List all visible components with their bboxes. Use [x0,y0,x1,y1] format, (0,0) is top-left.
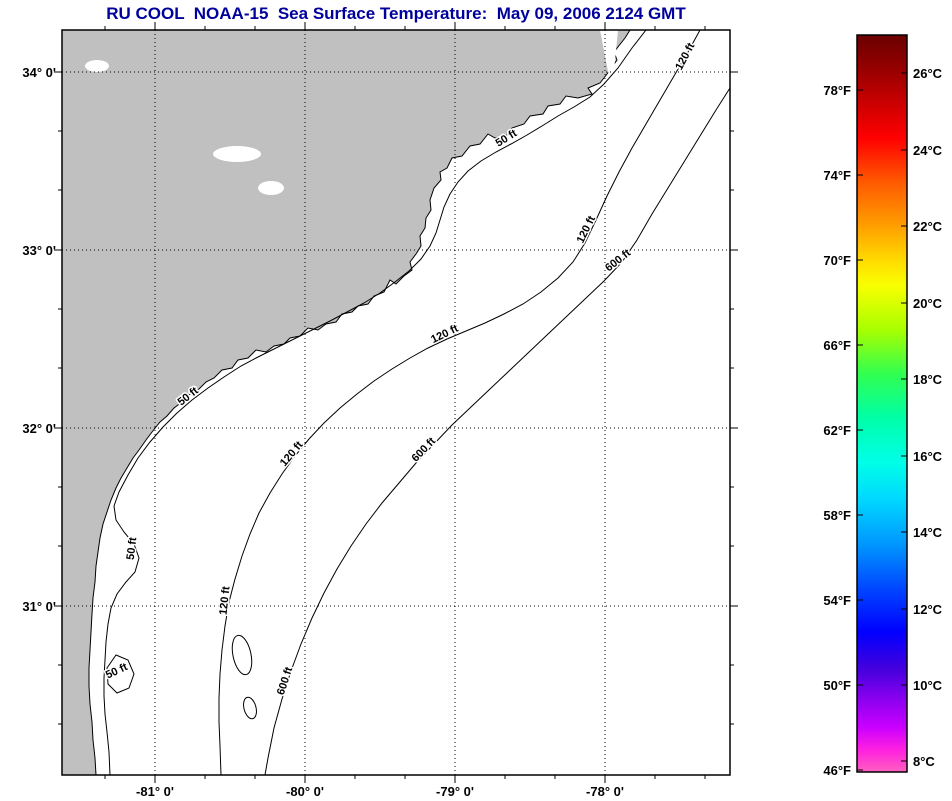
y-axis-minor-ticks [58,130,734,725]
colorbar-fahrenheit-label: 66°F [823,338,851,353]
cloud-gap [258,181,284,195]
colorbar-gradient [857,35,907,772]
colorbar-fahrenheit-label: 46°F [823,763,851,778]
x-axis-label: -78° 0' [586,784,624,799]
colorbar-celsius-label: 18°C [913,372,943,387]
x-axis-label: -79° 0' [436,784,474,799]
colorbar-celsius-label: 24°C [913,143,943,158]
colorbar-fahrenheit-label: 78°F [823,83,851,98]
colorbar-celsius-label: 16°C [913,449,943,464]
y-axis-label: 33° 0' [22,243,56,258]
figure-title: RU COOL NOAA-15 Sea Surface Temperature:… [106,4,686,23]
colorbar-celsius-ticks [901,72,907,762]
cloud-gap [85,60,109,72]
y-axis-label: 31° 0' [22,599,56,614]
colorbar-fahrenheit-label: 62°F [823,423,851,438]
contour-600ft [264,87,730,775]
contour-120ft-loop [231,634,253,676]
map-frame [61,29,731,776]
contour-label-50ft: 50 ft [125,536,140,560]
y-axis-major-ticks [54,71,738,607]
colorbar: 78°F 74°F 70°F 66°F 62°F 58°F 54°F 50°F … [823,34,943,778]
x-axis-label: -80° 0' [286,784,324,799]
colorbar-celsius-label: 10°C [913,678,943,693]
colorbar-celsius-label: 20°C [913,296,943,311]
colorbar-frame [856,34,908,773]
colorbar-celsius-label: 26°C [913,66,943,81]
land-mass [62,30,631,775]
longitude-gridlines [154,30,606,775]
colorbar-fahrenheit-label: 70°F [823,253,851,268]
colorbar-fahrenheit-ticks [857,89,863,771]
colorbar-fahrenheit-label: 74°F [823,168,851,183]
river-inlet [600,30,618,92]
x-axis-label: -81° 0' [136,784,174,799]
x-axis-major-ticks [154,22,606,783]
colorbar-fahrenheit-label: 58°F [823,508,851,523]
cloud-gap [213,146,261,162]
colorbar-fahrenheit-label: 50°F [823,678,851,693]
colorbar-celsius-label: 22°C [913,219,943,234]
colorbar-celsius-label: 12°C [913,602,943,617]
x-axis-minor-ticks [104,26,706,779]
contour-50ft [103,30,647,775]
colorbar-celsius-label: 8°C [913,754,935,769]
contour-120ft [218,30,701,775]
contour-50ft-loop [106,654,135,694]
contour-120ft-loop [243,696,257,720]
contour-label-120ft: 120 ft [218,585,233,615]
colorbar-fahrenheit-label: 54°F [823,593,851,608]
y-axis-label: 34° 0' [22,65,56,80]
colorbar-celsius-label: 14°C [913,525,943,540]
y-axis-label: 32° 0' [22,421,56,436]
